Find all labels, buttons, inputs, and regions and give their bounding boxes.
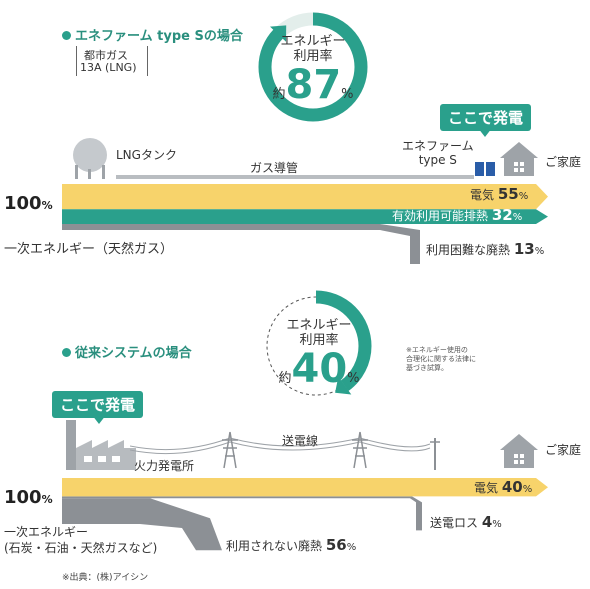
conventional-home-label: ご家庭 <box>545 443 582 457</box>
enefarm-source-label: 一次エネルギー（天然ガス） <box>4 242 174 257</box>
callout-pointer <box>478 128 492 137</box>
gas-pipe-label: ガス導管 <box>250 161 299 175</box>
bullet-icon <box>62 31 71 40</box>
efficiency-ring-40 <box>260 290 372 402</box>
enefarm-total: 100% <box>4 193 53 214</box>
conventional-electricity-label: 電気 40% <box>474 478 533 496</box>
house-icon <box>500 434 538 468</box>
conventional-loss-label: 送電ロス 4% <box>430 513 502 531</box>
gas-note-bracket <box>76 46 148 76</box>
efficiency-label-87: エネルギー 利用率 約87% <box>272 34 354 108</box>
lng-tank-label: LNGタンク <box>116 148 177 162</box>
transmission-line <box>130 431 440 470</box>
transmission-line-label: 送電線 <box>282 434 319 448</box>
conventional-waste-label: 利用されない廃熱 56% <box>226 536 357 554</box>
enefarm-title: エネファーム type Sの場合 <box>62 25 243 44</box>
enefarm-callout: ここで発電 <box>440 104 532 131</box>
enefarm-electricity-label: 電気 55% <box>470 185 529 203</box>
callout-pointer <box>92 415 106 424</box>
enefarm-unit-icon <box>475 162 495 176</box>
source-credit: ※出典：(株)アイシン <box>62 573 149 583</box>
efficiency-footnote: ※エネルギー使用の 合理化に関する法律に 基づき試算。 <box>406 346 476 372</box>
power-plant-icon <box>66 420 136 470</box>
conventional-source-label: 一次エネルギー (石炭・石油・天然ガスなど) <box>4 525 158 555</box>
conventional-total: 100% <box>4 487 53 508</box>
enefarm-heat-label: 有効利用可能排熱 32% <box>392 206 523 224</box>
efficiency-ring-87 <box>258 12 368 122</box>
power-plant-label: 火力発電所 <box>134 459 195 473</box>
pylon-icon <box>222 431 238 469</box>
enefarm-loss-label: 利用困難な廃熱 13% <box>426 240 545 258</box>
enefarm-home-label: ご家庭 <box>545 155 582 169</box>
pylon-icon <box>352 431 368 469</box>
efficiency-label-40: エネルギー 利用率 約40% <box>278 318 360 392</box>
house-icon <box>500 142 538 176</box>
bullet-icon <box>62 348 71 357</box>
conventional-title: 従来システムの場合 <box>62 342 192 361</box>
gas-pipe <box>116 175 474 179</box>
lng-tank-icon <box>73 138 107 179</box>
gas-note-line2: 13A (LNG) <box>80 61 137 74</box>
enefarm-unit-label: エネファーム type S <box>402 139 474 167</box>
gas-note-line1: 都市ガス <box>84 49 128 62</box>
conventional-callout: ここで発電 <box>52 391 144 418</box>
